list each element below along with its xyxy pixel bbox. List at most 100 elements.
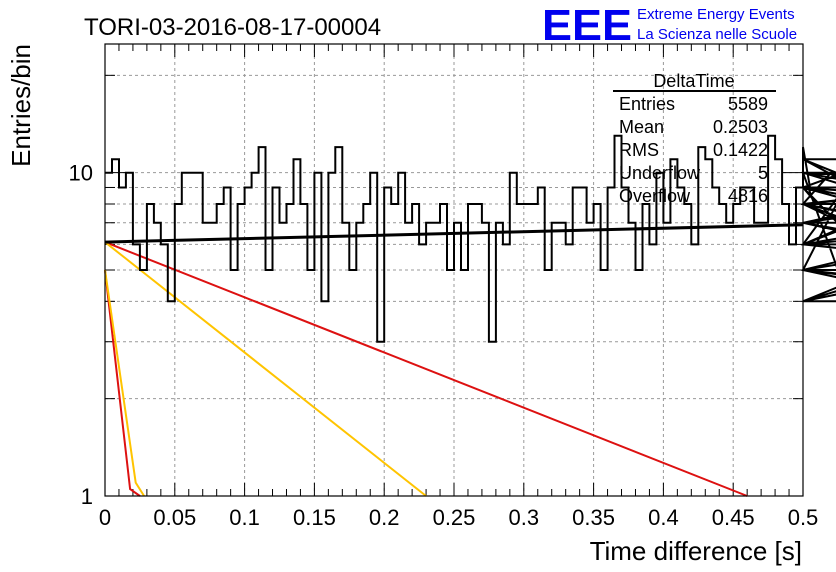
- histogram-bin: [189, 173, 196, 496]
- histogram-bin: [510, 173, 517, 496]
- x-tick-label: 0.15: [293, 505, 336, 530]
- histogram-bin: [210, 223, 217, 496]
- histogram-bin: [468, 204, 475, 496]
- histogram-bin: [733, 204, 740, 496]
- red-decay-curve: [104, 241, 748, 497]
- histogram-bin: [635, 270, 642, 496]
- histogram-bin: [412, 204, 419, 496]
- histogram-bin: [594, 204, 601, 496]
- histogram-bin: [719, 204, 726, 496]
- stats-label-underflow: Underflow: [619, 163, 701, 183]
- histogram-bin: [182, 173, 189, 496]
- histogram-bin: [698, 147, 705, 496]
- histogram-bin: [684, 204, 691, 496]
- histogram-bin: [601, 270, 608, 496]
- x-tick-label: 0.5: [788, 505, 819, 530]
- histogram-bin: [196, 173, 203, 496]
- histogram-bin: [300, 204, 307, 496]
- histogram-bin: [642, 204, 649, 496]
- histogram-bin: [105, 173, 112, 496]
- histogram-bin: [754, 223, 761, 496]
- y-axis-label: Entries/bin: [6, 44, 36, 167]
- histogram-bin: [140, 270, 147, 496]
- x-tick-label: 0.25: [433, 505, 476, 530]
- histogram-bin: [252, 173, 259, 496]
- histogram-bin: [726, 223, 733, 496]
- plot-title: TORI-03-2016-08-17-00004: [84, 14, 381, 41]
- histogram-bin: [349, 270, 356, 496]
- histogram-bin: [266, 270, 273, 496]
- histogram-bin: [419, 244, 426, 496]
- histogram-bin: [454, 223, 461, 496]
- histogram-bin: [656, 173, 663, 496]
- histogram-bin: [426, 223, 433, 496]
- histogram-bin: [531, 204, 538, 496]
- fit-layer: [104, 223, 804, 244]
- histogram-outline: [105, 134, 836, 343]
- histogram-bin: [377, 342, 384, 496]
- histogram-bin: [370, 173, 377, 496]
- histogram-bin: [768, 136, 775, 496]
- plot-frame: [104, 43, 804, 497]
- histogram-bin: [133, 244, 140, 496]
- stats-label-overflow: Overflow: [619, 186, 691, 206]
- histogram-bin: [280, 223, 287, 496]
- eee-logo: EEE: [542, 1, 632, 50]
- histogram-bin: [356, 223, 363, 496]
- histogram-bin: [314, 173, 321, 496]
- histogram-bin: [552, 223, 559, 496]
- curves-layer: [104, 241, 748, 497]
- stats-label-rms: RMS: [619, 140, 659, 160]
- x-tick-label: 0: [99, 505, 111, 530]
- histogram-bin: [231, 270, 238, 496]
- histogram-layer: [105, 134, 836, 496]
- histogram-bin: [545, 270, 552, 496]
- histogram-bin: [307, 270, 314, 496]
- x-tick-label: 0.1: [229, 505, 260, 530]
- red-decay-curve: [104, 269, 141, 497]
- y-tick-label: 10: [69, 161, 93, 186]
- histogram-bin: [161, 244, 168, 496]
- y-tick-labels: 1 10: [69, 161, 93, 509]
- histogram-bin: [203, 223, 210, 496]
- histogram-bin: [761, 223, 768, 496]
- histogram-bin: [217, 204, 224, 496]
- stats-value-rms: 0.1422: [713, 140, 768, 160]
- histogram-bin: [440, 204, 447, 496]
- stats-box: DeltaTime Entries 5589 Mean 0.2503 RMS 0…: [613, 71, 776, 206]
- histogram-bin: [496, 223, 503, 496]
- histogram-bin: [524, 204, 531, 496]
- stats-label-mean: Mean: [619, 117, 664, 137]
- yellow-decay-curve: [104, 241, 427, 497]
- stats-value-mean: 0.2503: [713, 117, 768, 137]
- histogram-bin: [782, 204, 789, 496]
- histogram-bin: [335, 147, 342, 496]
- histogram-bin: [670, 159, 677, 496]
- x-tick-labels: 0 0.05 0.1 0.15 0.2 0.25 0.3 0.35 0.4 0.45 0.5: [99, 505, 818, 530]
- stats-value-entries: 5589: [728, 94, 768, 114]
- histogram-bin: [629, 223, 636, 496]
- x-tick-label: 0.3: [509, 505, 540, 530]
- x-tick-label: 0.45: [712, 505, 755, 530]
- stats-value-overflow: 4816: [728, 186, 768, 206]
- histogram-bin: [559, 223, 566, 496]
- histogram-bin: [126, 173, 133, 496]
- histogram-bin: [587, 223, 594, 496]
- histogram-bin: [789, 244, 796, 496]
- logo-line-2: La Scienza nelle Scuole: [637, 26, 797, 43]
- histogram-bin: [175, 204, 182, 496]
- histogram-bin: [566, 244, 573, 496]
- histogram-bin: [475, 204, 482, 496]
- stats-label-entries: Entries: [619, 94, 675, 114]
- stats-value-underflow: 5: [758, 163, 768, 183]
- histogram-bin: [147, 204, 154, 496]
- histogram-bin: [391, 204, 398, 496]
- histogram-bin: [433, 223, 440, 496]
- histogram-bin: [775, 159, 782, 496]
- yellow-decay-curve: [104, 269, 145, 497]
- histogram-bin: [447, 270, 454, 496]
- x-tick-label: 0.2: [369, 505, 400, 530]
- histogram-bin: [293, 159, 300, 496]
- histogram-bin: [489, 342, 496, 496]
